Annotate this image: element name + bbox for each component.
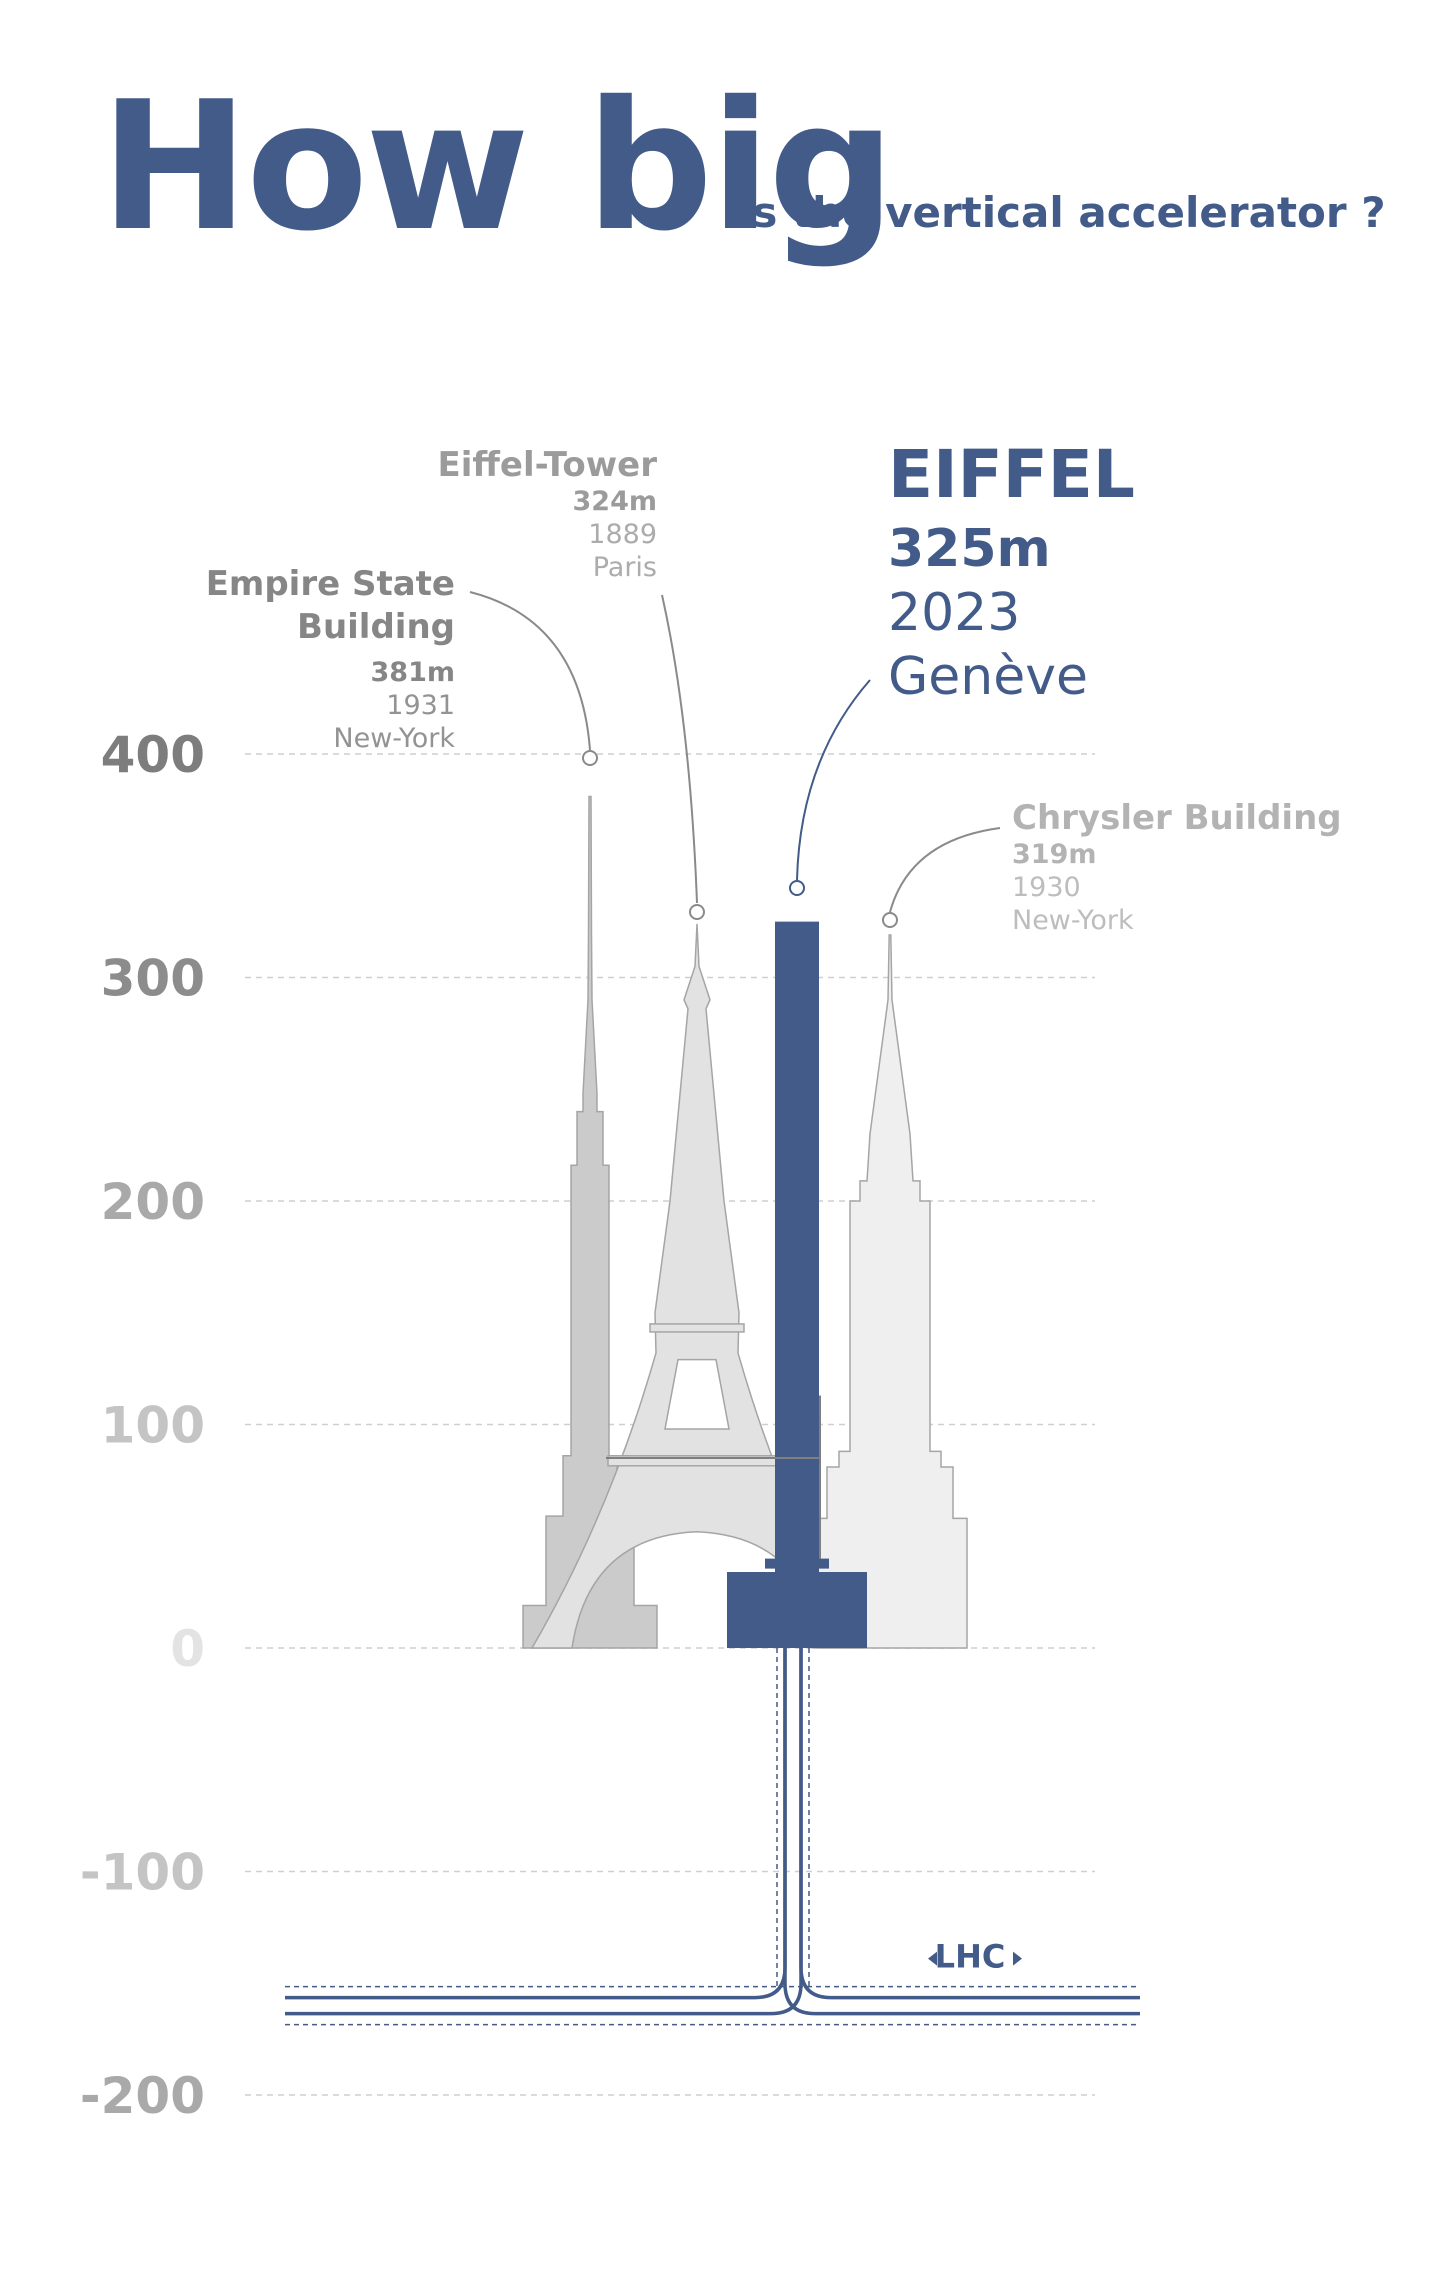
structure-labels: Empire StateBuilding381m1931New-YorkEiff…	[206, 436, 1342, 936]
eiffel_tower-callout-line	[661, 594, 698, 904]
structure-callouts	[469, 591, 1001, 928]
empire-name: Empire State	[206, 564, 455, 604]
y-tick-label: 300	[101, 950, 205, 1008]
tunnel-rail-left-west	[285, 1648, 787, 2000]
empire-height: 381m	[371, 657, 456, 688]
eiffel_tower-year: 1889	[588, 519, 657, 550]
lhc-arrow-right-icon	[1013, 1951, 1022, 1966]
empire-name: Building	[297, 607, 455, 647]
eiffel-callout-line	[796, 679, 871, 881]
chrysler-marker	[882, 912, 898, 928]
empire-marker	[582, 750, 598, 766]
structure-silhouettes	[522, 795, 968, 1649]
y-tick-label: 0	[170, 1620, 205, 1678]
tunnel-rail-right-west	[285, 1648, 803, 2016]
eiffel-year: 2023	[888, 583, 1020, 643]
y-tick-label: 400	[101, 726, 205, 784]
chrysler-callout-line	[889, 827, 1001, 913]
tunnel-rail-right-east	[783, 1648, 1140, 2016]
empire-year: 1931	[386, 690, 455, 721]
accelerator-column	[775, 921, 819, 1648]
chrysler-name: Chrysler Building	[1012, 798, 1342, 838]
empire-place: New-York	[333, 723, 455, 754]
lhc-label: LHC	[935, 1938, 1006, 1976]
y-axis-ticks: 400 300 200 100 0 -100 -200	[80, 726, 205, 2125]
eiffel_tower-name: Eiffel-Tower	[437, 445, 657, 485]
chrysler-height: 319m	[1012, 839, 1097, 870]
eiffel-marker	[789, 880, 805, 896]
eiffel-tower-upper-platform	[649, 1323, 745, 1333]
eiffel-name: EIFFEL	[888, 436, 1135, 513]
lhc-tunnel: LHC	[285, 1648, 1140, 2026]
y-tick-label: -100	[80, 1844, 205, 1902]
page-title: How big	[100, 63, 896, 270]
accelerator-collar	[765, 1558, 829, 1569]
y-tick-label: -200	[80, 2067, 205, 2125]
eiffel-tower-window	[664, 1358, 730, 1430]
y-tick-label: 100	[101, 1397, 205, 1455]
chrysler-silhouette	[812, 934, 968, 1649]
accelerator-base	[727, 1572, 867, 1648]
eiffel_tower-height: 324m	[573, 486, 658, 517]
eiffel_tower-place: Paris	[593, 552, 657, 583]
chrysler-place: New-York	[1012, 905, 1134, 936]
eiffel-place: Genève	[888, 647, 1088, 707]
lhc-arrow-left-icon	[928, 1951, 937, 1966]
chrysler-year: 1930	[1012, 872, 1081, 903]
eiffel-height: 325m	[888, 519, 1051, 579]
empire-callout-line	[469, 591, 591, 751]
eiffel_tower-marker	[689, 904, 705, 920]
page-subtitle: is the vertical accelerator ?	[738, 188, 1386, 237]
y-tick-label: 200	[101, 1173, 205, 1231]
